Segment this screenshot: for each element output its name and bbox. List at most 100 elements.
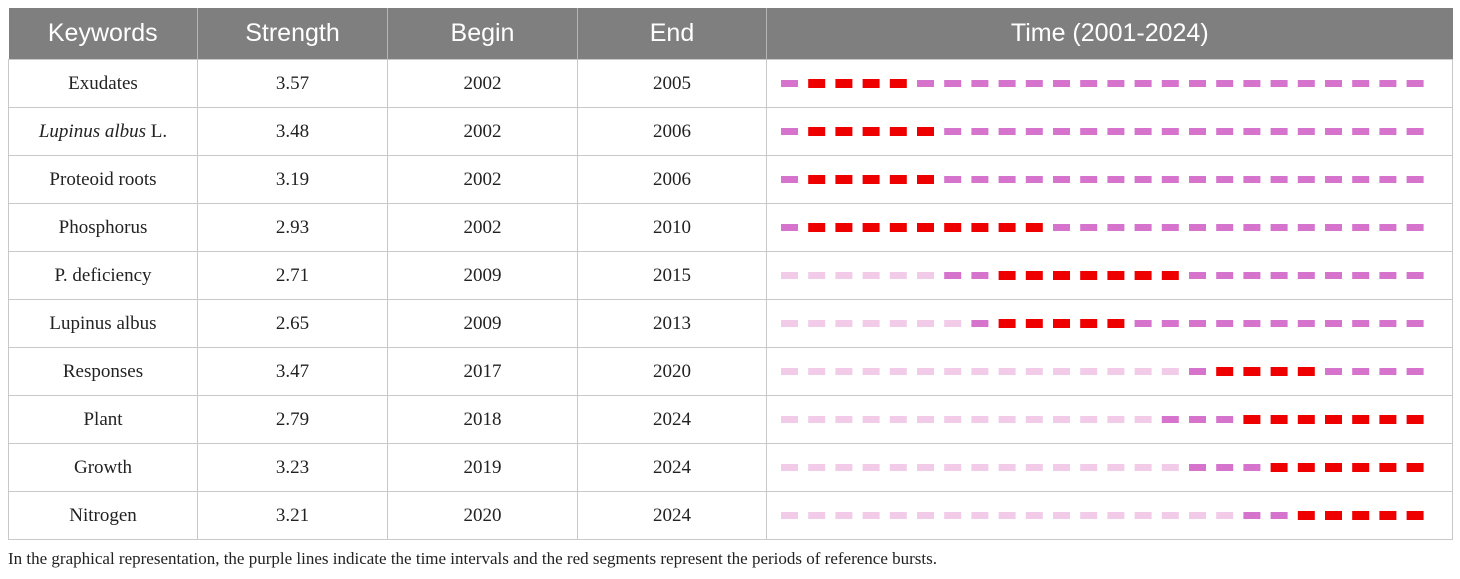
- timeline-segment-interval: [1270, 128, 1288, 135]
- burst-timeline: [781, 79, 1424, 88]
- timeline-segment-before: [1107, 464, 1125, 471]
- timeline-segment-before: [781, 272, 798, 279]
- timeline-segment-burst: [1025, 319, 1043, 328]
- strength-cell: 2.93: [197, 203, 388, 252]
- timeline-segment-interval: [1107, 128, 1125, 135]
- table-row: P. deficiency 2.71 2009 2015: [8, 251, 1453, 300]
- keyword-text: Responses: [62, 360, 144, 382]
- timeline-segment-before: [808, 464, 826, 471]
- timeline-segment-interval: [944, 272, 962, 279]
- timeline-segment-burst: [917, 175, 934, 184]
- timeline-segment-burst: [1325, 415, 1342, 424]
- timeline-segment-before: [835, 416, 853, 423]
- keyword-text: Plant: [83, 408, 123, 430]
- timeline-segment-before: [998, 464, 1016, 471]
- timeline-cell: [766, 203, 1453, 252]
- timeline-segment-interval: [1243, 224, 1261, 231]
- timeline-segment-interval: [1216, 80, 1234, 87]
- timeline-segment-before: [1053, 416, 1070, 423]
- timeline-segment-before: [944, 368, 962, 375]
- timeline-segment-burst: [1297, 463, 1315, 472]
- timeline-segment-burst: [835, 175, 853, 184]
- end-cell: 2024: [577, 395, 767, 444]
- keyword-text: Proteoid roots: [49, 168, 157, 190]
- keyword-text: Nitrogen: [69, 504, 137, 526]
- timeline-segment-interval: [1216, 224, 1234, 231]
- timeline-segment-before: [1189, 512, 1206, 519]
- timeline-segment-before: [971, 416, 989, 423]
- keyword-cell: Phosphorus: [8, 203, 198, 252]
- timeline-segment-burst: [998, 319, 1016, 328]
- end-cell: 2005: [577, 59, 767, 108]
- timeline-segment-interval: [1053, 224, 1070, 231]
- timeline-segment-interval: [1352, 272, 1370, 279]
- timeline-segment-interval: [1216, 416, 1234, 423]
- burst-timeline: [781, 175, 1424, 184]
- begin-cell: 2002: [387, 203, 578, 252]
- keyword-cell: Plant: [8, 395, 198, 444]
- keyword-burst-table: Keywords Strength Begin End Time (2001-2…: [8, 8, 1453, 540]
- timeline-cell: [766, 347, 1453, 396]
- timeline-segment-interval: [1107, 176, 1125, 183]
- timeline-segment-before: [862, 320, 880, 327]
- timeline-segment-before: [917, 416, 934, 423]
- timeline-segment-interval: [1379, 176, 1397, 183]
- timeline-segment-burst: [1080, 319, 1098, 328]
- timeline-segment-before: [1025, 368, 1043, 375]
- timeline-segment-before: [1025, 512, 1043, 519]
- end-cell: 2024: [577, 443, 767, 492]
- timeline-segment-before: [917, 368, 934, 375]
- timeline-segment-burst: [1297, 367, 1315, 376]
- timeline-segment-before: [1107, 368, 1125, 375]
- timeline-segment-interval: [781, 128, 798, 135]
- timeline-segment-before: [1161, 464, 1179, 471]
- timeline-segment-interval: [1134, 224, 1152, 231]
- timeline-segment-interval: [1025, 176, 1043, 183]
- timeline-segment-before: [862, 416, 880, 423]
- timeline-segment-interval: [998, 80, 1016, 87]
- table-row: Phosphorus 2.93 2002 2010: [8, 203, 1453, 252]
- timeline-segment-before: [781, 368, 798, 375]
- end-cell: 2010: [577, 203, 767, 252]
- timeline-cell: [766, 155, 1453, 204]
- burst-table-container: Keywords Strength Begin End Time (2001-2…: [8, 8, 1453, 540]
- timeline-segment-before: [1107, 512, 1125, 519]
- timeline-segment-interval: [1189, 128, 1206, 135]
- timeline-segment-interval: [1270, 80, 1288, 87]
- timeline-segment-interval: [1352, 176, 1370, 183]
- timeline-segment-burst: [862, 127, 880, 136]
- timeline-segment-interval: [944, 128, 962, 135]
- timeline-segment-interval: [1352, 80, 1370, 87]
- timeline-segment-interval: [944, 80, 962, 87]
- keyword-cell: Lupinus albus: [8, 299, 198, 348]
- strength-cell: 2.79: [197, 395, 388, 444]
- timeline-segment-before: [971, 512, 989, 519]
- header-time: Time (2001-2024): [766, 8, 1453, 60]
- keyword-cell: Proteoid roots: [8, 155, 198, 204]
- table-row: Proteoid roots 3.19 2002 2006: [8, 155, 1453, 204]
- timeline-segment-before: [1053, 464, 1070, 471]
- timeline-segment-interval: [1325, 224, 1342, 231]
- timeline-segment-burst: [1080, 271, 1098, 280]
- timeline-cell: [766, 395, 1453, 444]
- timeline-segment-before: [781, 416, 798, 423]
- timeline-segment-burst: [1406, 415, 1424, 424]
- timeline-segment-interval: [1053, 128, 1070, 135]
- timeline-segment-burst: [998, 271, 1016, 280]
- timeline-segment-burst: [1352, 463, 1370, 472]
- timeline-segment-before: [862, 464, 880, 471]
- begin-cell: 2019: [387, 443, 578, 492]
- timeline-segment-interval: [1379, 128, 1397, 135]
- keyword-text: Phosphorus: [58, 216, 148, 238]
- timeline-segment-burst: [835, 79, 853, 88]
- timeline-segment-interval: [1270, 224, 1288, 231]
- timeline-segment-burst: [889, 127, 907, 136]
- timeline-segment-interval: [1406, 224, 1424, 231]
- timeline-segment-interval: [1161, 176, 1179, 183]
- timeline-segment-interval: [1080, 224, 1098, 231]
- timeline-segment-interval: [781, 224, 798, 231]
- timeline-cell: [766, 59, 1453, 108]
- timeline-segment-burst: [889, 223, 907, 232]
- timeline-segment-before: [1080, 416, 1098, 423]
- timeline-segment-burst: [917, 223, 934, 232]
